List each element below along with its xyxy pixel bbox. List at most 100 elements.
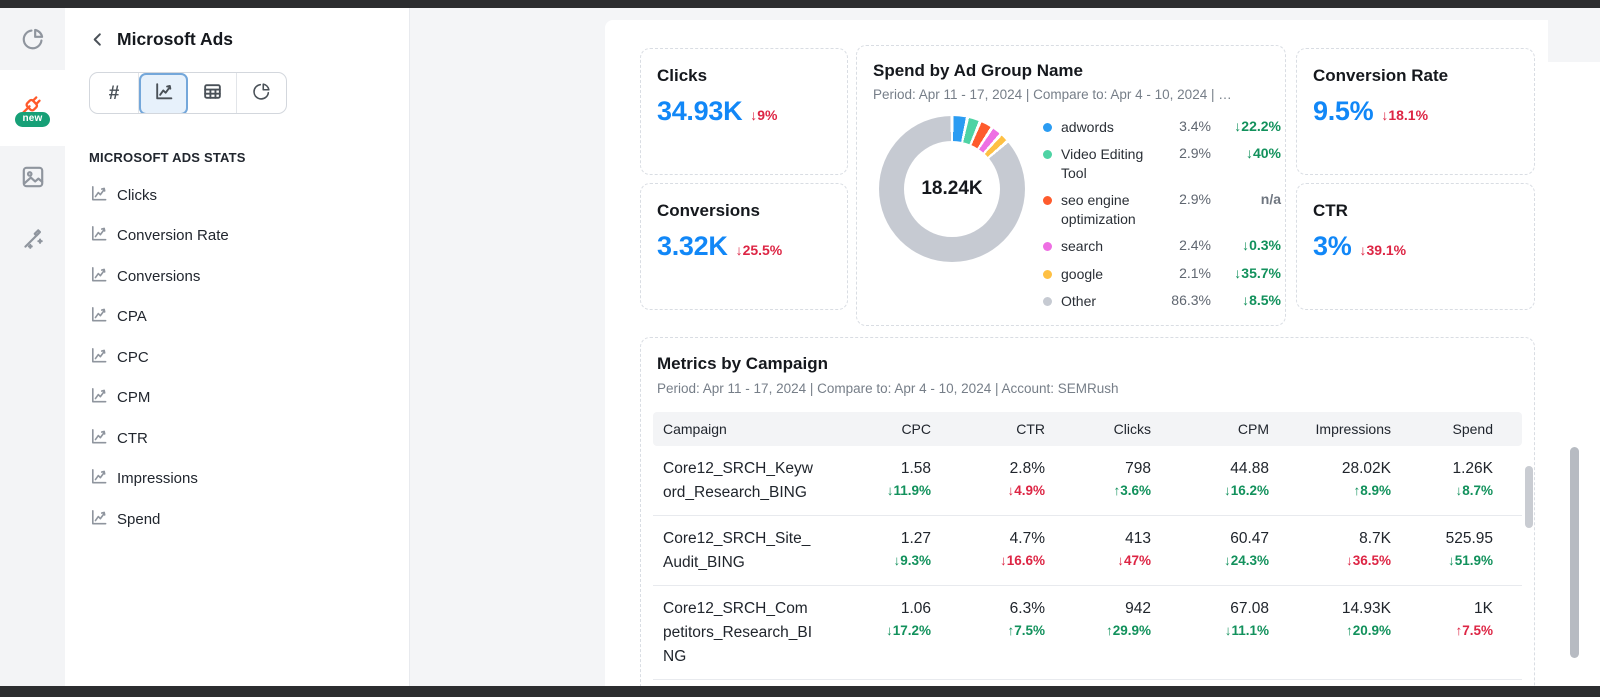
- legend-delta: ↓8.5%: [1242, 292, 1281, 309]
- metric-cell-spend: 1.26K ↓8.7%: [1393, 457, 1495, 502]
- legend-delta: n/a: [1260, 191, 1281, 208]
- table-scrollbar-thumb[interactable]: [1525, 466, 1533, 528]
- metric-cell-spend: 525.95 ↓51.9%: [1393, 527, 1495, 572]
- campaign-name: Core12_SRCH_Competitors_Research_BING: [663, 600, 813, 666]
- cell-value: 28.02K: [1341, 460, 1391, 477]
- sidebar-metric-impressions[interactable]: Impressions: [89, 459, 385, 500]
- cell-delta: ↑7.5%: [1455, 623, 1493, 639]
- metric-label: CPM: [117, 389, 151, 407]
- donut-hole: 18.24K: [904, 141, 1000, 237]
- sidebar-metric-conversion-rate[interactable]: Conversion Rate: [89, 216, 385, 257]
- cell-value: 413: [1125, 530, 1151, 548]
- legend-share: 2.4%: [1179, 237, 1211, 254]
- rail-item-magic-tools[interactable]: [0, 208, 65, 270]
- metric-cell-cpc: 1.27 ↓9.3%: [863, 527, 933, 572]
- legend-dot: [1043, 150, 1052, 160]
- legend-label: adwords: [1061, 119, 1114, 135]
- table-widget-metrics-by-campaign[interactable]: Metrics by Campaign Period: Apr 11 - 17,…: [640, 337, 1535, 697]
- view-mode-line-chart[interactable]: [139, 73, 188, 113]
- column-header-cpm: CPM: [1237, 421, 1269, 437]
- campaign-cell: Core12_SRCH_Competitors_Research_BING: [653, 597, 863, 669]
- metric-cell-ctr: 2.8% ↓4.9%: [933, 457, 1047, 502]
- cell-value: 1.27: [900, 530, 931, 548]
- legend-row-seo-engine-optimization: seo engine optimization 2.9% n/a: [1043, 191, 1281, 228]
- sidebar-metric-conversions[interactable]: Conversions: [89, 256, 385, 297]
- sidebar-metric-ctr[interactable]: CTR: [89, 418, 385, 459]
- table-row: Core12_SRCH_Site_Audit_BING 1.27 ↓9.3% 4.7%…: [653, 516, 1522, 587]
- campaign-cell: Core12_SRCH_Site_Audit_BING: [653, 527, 863, 575]
- kpi-delta: ↓18.1%: [1381, 107, 1429, 123]
- legend-label: seo engine optimization: [1061, 192, 1136, 227]
- widget-subtitle: Period: Apr 11 - 17, 2024 | Compare to: …: [657, 381, 1119, 396]
- sidebar-metric-cpc[interactable]: CPC: [89, 337, 385, 378]
- kpi-widget-ctr[interactable]: CTR 3% ↓39.1%: [1296, 183, 1535, 310]
- metric-cell-cpm: 67.08 ↓11.1%: [1153, 597, 1271, 642]
- line-chart-icon: [89, 467, 108, 490]
- kpi-widget-conversion-rate[interactable]: Conversion Rate 9.5% ↓18.1%: [1296, 48, 1535, 175]
- cell-value: 6.3%: [1009, 600, 1045, 618]
- metric-label: Clicks: [117, 186, 157, 204]
- back-button[interactable]: [89, 31, 105, 47]
- table-row: Core12_SRCH_Competitors_Research_BING 1.0…: [653, 586, 1522, 681]
- cell-delta: ↓11.1%: [1224, 623, 1269, 639]
- kpi-widget-conversions[interactable]: Conversions 3.32K ↓25.5%: [640, 183, 848, 310]
- kpi-title: Conversion Rate: [1313, 66, 1449, 85]
- legend-delta: ↓35.7%: [1234, 264, 1281, 281]
- metric-cell-cpm: 60.47 ↓24.3%: [1153, 527, 1271, 572]
- cell-value: 14.93K: [1341, 600, 1391, 618]
- window-bottom-edge: [0, 686, 1600, 697]
- legend-label: search: [1061, 238, 1104, 255]
- metric-cell-spend: 1K ↑7.5%: [1393, 597, 1495, 642]
- image-icon: [20, 164, 46, 190]
- metric-cell-ctr: 6.3% ↑7.5%: [933, 597, 1047, 642]
- metric-cell-cpm: 44.88 ↓16.2%: [1153, 457, 1271, 502]
- legend-share: 86.3%: [1171, 292, 1211, 309]
- cell-value: 60.47: [1230, 530, 1269, 548]
- cell-value: 4.7%: [1009, 530, 1045, 548]
- view-mode-number[interactable]: #: [90, 73, 139, 113]
- rail-item-reports[interactable]: [0, 8, 65, 70]
- kpi-value: 3.32K: [657, 231, 728, 261]
- cell-delta: ↓17.2%: [885, 623, 931, 639]
- legend-dot: [1043, 196, 1052, 206]
- cell-delta: ↓16.6%: [999, 553, 1045, 569]
- kpi-value: 9.5%: [1313, 96, 1374, 126]
- page-scrollbar-thumb[interactable]: [1570, 447, 1579, 658]
- column-header-impressions: Impressions: [1315, 421, 1391, 437]
- sidebar-metric-clicks[interactable]: Clicks: [89, 175, 385, 216]
- cell-value: 1K: [1474, 600, 1493, 618]
- table-row: Core12_SRCH_Keyword_Research_BING 1.58 ↓11…: [653, 446, 1522, 517]
- metric-label: CPA: [117, 308, 147, 326]
- line-chart-icon: [89, 386, 108, 409]
- cell-delta: ↑20.9%: [1345, 623, 1391, 639]
- donut-widget-spend-by-ad-group[interactable]: Spend by Ad Group Name Period: Apr 11 - …: [856, 45, 1286, 326]
- line-chart-icon: [153, 81, 174, 107]
- column-header-ctr: CTR: [1016, 421, 1045, 437]
- line-chart-icon: [89, 224, 108, 247]
- window-top-edge: [0, 0, 1600, 8]
- rail-item-integrations[interactable]: new: [0, 70, 65, 146]
- cell-delta: ↓51.9%: [1447, 553, 1493, 569]
- kpi-title: CTR: [1313, 201, 1348, 220]
- view-mode-switcher: #: [89, 72, 287, 114]
- cell-value: 525.95: [1445, 530, 1493, 548]
- widget-subtitle: Period: Apr 11 - 17, 2024 | Compare to: …: [873, 87, 1232, 102]
- sidebar-metric-cpm[interactable]: CPM: [89, 378, 385, 419]
- table-body: Core12_SRCH_Keyword_Research_BING 1.58 ↓11…: [653, 446, 1522, 681]
- rail-item-media[interactable]: [0, 146, 65, 208]
- view-mode-pie-chart[interactable]: [237, 73, 286, 113]
- cell-delta: ↓24.3%: [1223, 553, 1269, 569]
- sidebar-metric-spend[interactable]: Spend: [89, 499, 385, 540]
- cell-value: 8.7K: [1359, 530, 1391, 548]
- kpi-delta: ↓25.5%: [735, 242, 783, 258]
- line-chart-icon: [89, 427, 108, 450]
- cell-delta: ↓11.9%: [886, 483, 931, 499]
- cell-value: 798: [1125, 460, 1151, 477]
- kpi-widget-clicks[interactable]: Clicks 34.93K ↓9%: [640, 48, 848, 175]
- view-mode-table[interactable]: [188, 73, 237, 113]
- legend-share: 3.4%: [1179, 118, 1211, 134]
- legend-row-google: google 2.1% ↓35.7%: [1043, 265, 1281, 283]
- legend-dot: [1043, 269, 1052, 279]
- legend-row-other: Other 86.3% ↓8.5%: [1043, 292, 1281, 310]
- sidebar-metric-cpa[interactable]: CPA: [89, 297, 385, 338]
